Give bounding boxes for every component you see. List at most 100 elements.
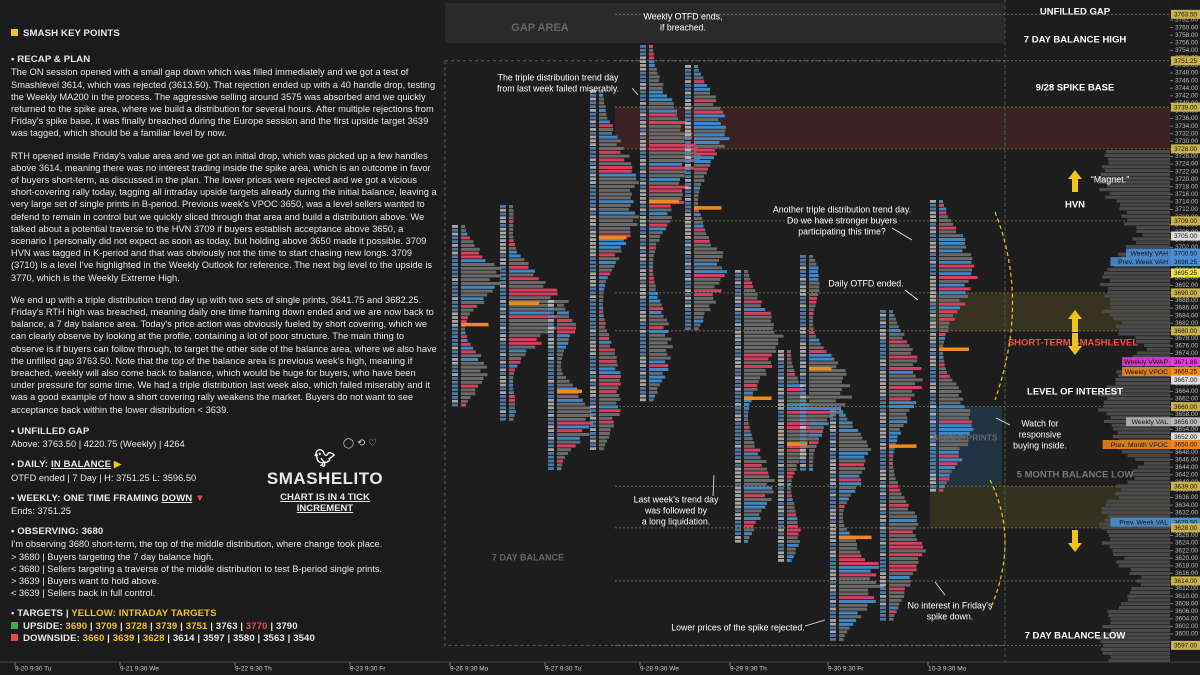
letter-cell [830, 421, 836, 425]
letter-cell [735, 353, 741, 357]
profile-row [787, 448, 805, 452]
price-tag: 3660.00 [1174, 404, 1198, 411]
price-tag-box [1171, 417, 1200, 427]
letter-cell [452, 251, 458, 255]
heading-text: WEEKLY: ONE TIME FRAMING [17, 492, 159, 504]
letter-cell [548, 448, 554, 451]
profile-row [599, 344, 610, 348]
profile-row [809, 467, 814, 471]
profile-row [809, 365, 837, 369]
letter-cell [548, 440, 554, 444]
letter-cell [880, 382, 886, 385]
letter-cell [778, 350, 784, 353]
zone-label: 5 MONTH BALANCE LOW [1017, 470, 1134, 481]
price-tick-label: 3716.00 [1175, 191, 1199, 198]
annotation: spike down. [927, 611, 973, 621]
profile-row [509, 208, 514, 212]
profile-row [599, 143, 617, 147]
letter-cell [500, 402, 506, 406]
tag-name: Weekly VAL [1132, 419, 1169, 426]
letter-cell [590, 238, 596, 241]
profile-row [461, 244, 475, 247]
profile-row [557, 433, 590, 436]
volume-row [1105, 503, 1170, 507]
letter-cell [778, 551, 784, 555]
letter-cell [735, 391, 741, 395]
letter-cell [452, 384, 458, 388]
letter-cell [800, 308, 806, 311]
letter-cell [830, 581, 836, 584]
letter-cell [930, 207, 936, 211]
profile-row [649, 326, 664, 330]
profile-row [694, 72, 701, 76]
weekly-text: Ends: 3751.25 [11, 505, 71, 516]
profile-row [889, 336, 903, 340]
letter-cell [778, 517, 784, 520]
price-tick-label: 3678.00 [1175, 335, 1199, 342]
letter-cell [800, 403, 806, 406]
letter-cell [880, 321, 886, 325]
profile-row [839, 467, 866, 470]
volume-row [1118, 328, 1170, 332]
letter-cell [500, 307, 506, 311]
profile-row [461, 358, 479, 361]
letter-cell [590, 185, 596, 188]
letter-cell [778, 376, 784, 380]
letter-cell [735, 494, 741, 497]
time-label: 9-27 9:30 Tu [545, 666, 582, 673]
profile-row [649, 208, 672, 212]
profile-row [599, 101, 605, 105]
profile-row [599, 363, 618, 367]
letter-cell [735, 319, 741, 323]
letter-cell [548, 398, 554, 402]
profile-row [809, 433, 823, 437]
profile-row [809, 338, 820, 342]
letter-cell [800, 258, 806, 262]
profile-row [557, 322, 576, 326]
volume-row [1110, 655, 1170, 659]
letter-cell [640, 140, 646, 143]
volume-row [1135, 336, 1170, 340]
profile-row [461, 354, 482, 358]
letter-cell [880, 530, 886, 534]
letter-cell [548, 425, 554, 429]
volume-row [1106, 184, 1170, 188]
letter-cell [548, 383, 554, 387]
letter-cell [880, 484, 886, 488]
letter-cell [880, 469, 886, 473]
profile-row [599, 196, 631, 200]
letter-cell [830, 505, 836, 508]
profile-row [809, 300, 817, 304]
profile-row [889, 469, 895, 473]
profile-row [787, 361, 793, 365]
letter-cell [452, 225, 458, 228]
separator: | [164, 632, 173, 644]
letter-cell [830, 482, 836, 485]
profile-row [939, 306, 960, 310]
letter-cell [930, 245, 936, 249]
profile-row [649, 345, 673, 349]
profile-row [694, 171, 707, 175]
profile-row [694, 160, 711, 163]
profile-row [889, 329, 901, 332]
letter-cell [590, 344, 596, 348]
profile-row [599, 173, 636, 177]
letter-cell [778, 422, 784, 425]
profile-row [649, 333, 665, 337]
profile-row [694, 304, 710, 308]
letter-cell [778, 426, 784, 429]
profile-row [787, 403, 812, 407]
letter-cell [800, 448, 806, 452]
profile-row [694, 217, 703, 220]
profile-row [889, 340, 907, 344]
letter-cell [930, 481, 936, 484]
volume-row [1101, 526, 1170, 530]
letter-cell [500, 357, 506, 360]
letter-cell [640, 265, 646, 269]
letter-cell [778, 460, 784, 463]
letter-cell [500, 364, 506, 368]
profile-row [839, 508, 844, 512]
letter-cell [640, 375, 646, 379]
profile-row [839, 425, 853, 429]
letter-cell [880, 477, 886, 480]
